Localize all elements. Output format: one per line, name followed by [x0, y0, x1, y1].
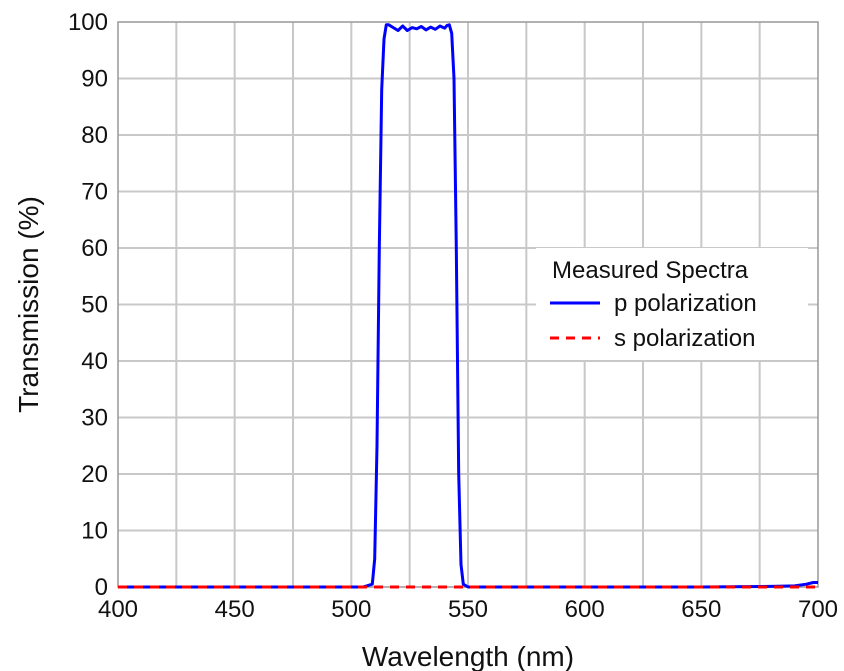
x-axis-title: Wavelength (nm)	[362, 641, 574, 671]
series-line	[118, 23, 818, 589]
y-tick-label: 90	[81, 66, 108, 93]
legend-title: Measured Spectra	[552, 257, 749, 284]
x-tick-label: 500	[331, 596, 371, 623]
legend-items: p polarization s polarization	[550, 290, 757, 352]
x-tick-label: 550	[448, 596, 488, 623]
y-tick-label: 80	[81, 122, 108, 149]
x-tick-label: 450	[215, 596, 255, 623]
x-tick-label: 650	[681, 596, 721, 623]
legend: Measured Spectra p polarization s polariz…	[536, 248, 808, 360]
y-tick-label: 70	[81, 179, 108, 206]
y-tick-label: 0	[95, 574, 108, 601]
y-tick-label: 10	[81, 518, 108, 545]
y-tick-label: 40	[81, 348, 108, 375]
y-tick-label: 20	[81, 461, 108, 488]
y-tick-label: 60	[81, 235, 108, 262]
y-tick-label: 100	[68, 9, 108, 36]
x-tick-label: 700	[798, 596, 838, 623]
y-axis-ticks: 0 10 20 30 40 50 60 70 80 90 100	[68, 9, 108, 601]
x-axis-ticks: 400 450 500 550 600 650 700	[98, 596, 838, 623]
legend-label: p polarization	[614, 290, 757, 317]
y-tick-label: 50	[81, 292, 108, 319]
legend-label: s polarization	[614, 325, 755, 352]
y-tick-label: 30	[81, 405, 108, 432]
series-layer	[118, 23, 818, 589]
x-tick-label: 400	[98, 596, 138, 623]
x-tick-label: 600	[565, 596, 605, 623]
y-axis-title: Transmission (%)	[13, 196, 44, 413]
